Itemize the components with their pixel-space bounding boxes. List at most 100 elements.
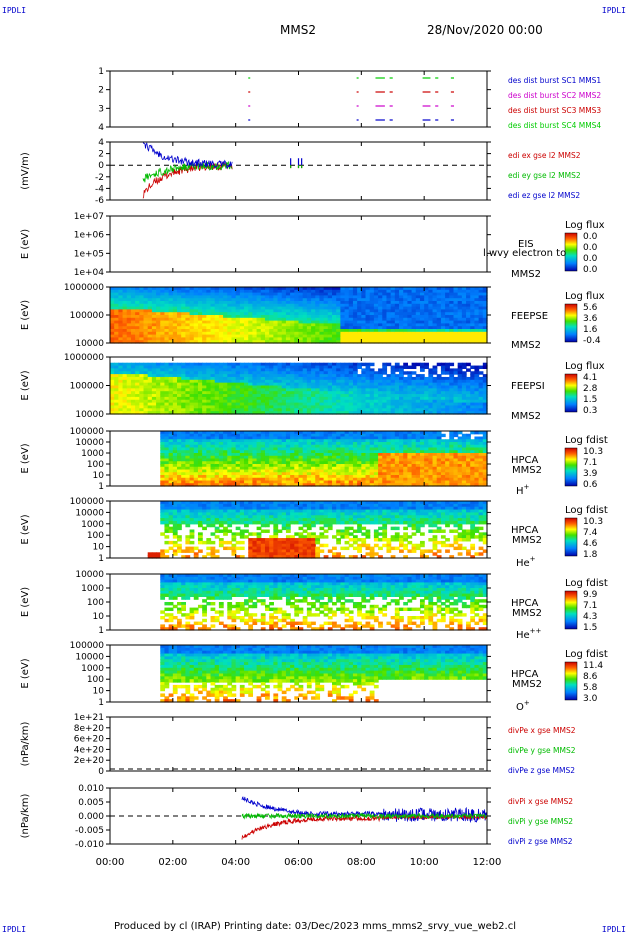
heatmap-cell-feepsi <box>290 371 295 375</box>
heatmap-cell-hpca_h <box>206 431 212 435</box>
heatmap-cell-feepse <box>474 331 480 336</box>
heatmap-cell-feepse <box>231 306 237 310</box>
heatmap-cell-hpca_h <box>281 472 287 476</box>
heatmap-cell-feepsi <box>445 396 450 401</box>
heatmap-cell-feepse <box>235 295 241 299</box>
heatmap-cell-hpca_h <box>340 466 346 471</box>
heatmap-cell-feepse <box>218 334 224 338</box>
heatmap-cell-feepse <box>386 292 392 296</box>
heatmap-cell-hpca_h <box>382 461 388 465</box>
heatmap-cell-feepse <box>164 334 170 338</box>
heatmap-cell-hpca_h <box>210 483 216 487</box>
heatmap-cell-feepsi <box>114 376 119 381</box>
heatmap-cell-hpca_h <box>239 480 245 484</box>
heatmap-cell-hpca_h <box>470 461 476 465</box>
heatmap-cell-hpca_h <box>264 431 270 435</box>
heatmap-cell-feepsi <box>269 376 274 381</box>
heatmap-cell-feepse <box>147 295 153 299</box>
heatmap-cell-feepse <box>189 303 195 308</box>
heatmap-cell-hpca_h <box>306 455 312 460</box>
heatmap-cell-feepsi <box>302 385 308 389</box>
heatmap-cell-feepse <box>315 315 321 319</box>
heatmap-cell-feepse <box>290 306 295 310</box>
heatmap-cell-feepsi <box>239 391 245 395</box>
heatmap-cell-feepse <box>227 323 233 327</box>
heatmap-cell-feepsi <box>214 396 220 401</box>
heatmap-cell-feepse <box>164 323 170 327</box>
heatmap-cell-feepse <box>403 301 409 305</box>
heatmap-cell-hpca_h <box>453 461 459 465</box>
heatmap-cell-feepsi <box>311 362 316 367</box>
heatmap-cell-feepsi <box>264 374 270 378</box>
heatmap-cell-feepse <box>419 337 425 341</box>
heatmap-cell-feepse <box>399 295 404 299</box>
heatmap-cell-feepse <box>449 295 455 299</box>
heatmap-cell-hpca_h <box>327 450 333 454</box>
heatmap-cell-hpca_h <box>206 464 212 468</box>
heatmap-cell-feepse <box>122 334 128 338</box>
heatmap-cell-feepse <box>382 303 388 308</box>
heatmap-cell-hpca_h <box>181 464 186 468</box>
heatmap-cell-hpca_h <box>436 431 442 435</box>
heatmap-cell-feepse <box>281 289 287 294</box>
heatmap-cell-feepsi <box>340 379 346 384</box>
heatmap-cell-hpca_h <box>415 475 421 479</box>
heatmap-cell-hpca_he <box>164 520 170 525</box>
heatmap-cell-feepsi <box>365 391 371 395</box>
heatmap-cell-feepse <box>403 320 409 324</box>
heatmap-cell-feepse <box>269 303 274 308</box>
heatmap-cell-feepse <box>390 326 396 330</box>
heatmap-cell-feepsi <box>323 382 329 387</box>
heatmap-cell-hpca_h <box>419 450 425 454</box>
heatmap-cell-hpca_h <box>218 439 224 443</box>
heatmap-cell-hpca_h <box>332 442 337 446</box>
heatmap-cell-feepse <box>382 289 388 294</box>
heatmap-cell-feepse <box>386 312 392 316</box>
heatmap-cell-feepsi <box>357 365 362 369</box>
heatmap-cell-feepsi <box>269 391 274 395</box>
heatmap-cell-feepsi <box>407 388 413 392</box>
heatmap-cell-hpca_h <box>302 461 308 465</box>
heatmap-cell-hpca_h <box>386 483 392 487</box>
heatmap-cell-feepsi <box>281 411 287 415</box>
heatmap-cell-feepse <box>130 306 136 310</box>
heatmap-cell-feepsi <box>348 382 354 387</box>
heatmap-cell-hpca_h <box>365 431 371 435</box>
heatmap-cell-feepse <box>440 295 446 299</box>
heatmap-cell-feepsi <box>399 402 404 407</box>
heatmap-cell-feepse <box>239 337 245 341</box>
heatmap-cell-hpca_h <box>466 436 471 440</box>
heatmap-cell-feepse <box>264 320 270 324</box>
heatmap-cell-feepsi <box>114 365 119 369</box>
heatmap-cell-feepse <box>185 340 191 344</box>
heatmap-cell-feepsi <box>210 405 216 409</box>
heatmap-cell-feepse <box>193 303 199 308</box>
heatmap-cell-feepsi <box>311 408 316 412</box>
heatmap-cell-feepse <box>252 301 258 305</box>
heatmap-cell-feepse <box>193 298 199 302</box>
heatmap-cell-hpca_h <box>386 444 392 449</box>
heatmap-cell-feepse <box>323 323 329 327</box>
heatmap-cell-hpca_h <box>235 464 241 468</box>
heatmap-cell-feepse <box>290 289 295 294</box>
heatmap-cell-hpca_h <box>185 447 191 451</box>
heatmap-cell-hpca_h <box>403 466 409 471</box>
heatmap-cell-hpca_h <box>344 444 350 449</box>
heatmap-cell-feepsi <box>357 379 362 384</box>
heatmap-cell-feepse <box>189 301 195 305</box>
heatmap-cell-hpca_h <box>197 433 203 438</box>
heatmap-cell-feepse <box>126 312 132 316</box>
heatmap-cell-feepse <box>440 340 446 344</box>
heatmap-cell-hpca_h <box>419 433 425 438</box>
heatmap-cell-feepse <box>348 317 354 322</box>
heatmap-cell-feepsi <box>231 368 237 372</box>
heatmap-cell-hpca_h <box>239 461 245 465</box>
heatmap-cell-hpca_h <box>440 464 446 468</box>
heatmap-cell-hpca_h <box>202 458 207 462</box>
heatmap-cell-hpca_h <box>285 483 291 487</box>
heatmap-cell-feepse <box>130 301 136 305</box>
heatmap-cell-feepsi <box>126 408 132 412</box>
heatmap-cell-hpca_h <box>177 469 182 473</box>
heatmap-cell-feepse <box>218 326 224 330</box>
heatmap-cell-feepsi <box>156 405 161 409</box>
